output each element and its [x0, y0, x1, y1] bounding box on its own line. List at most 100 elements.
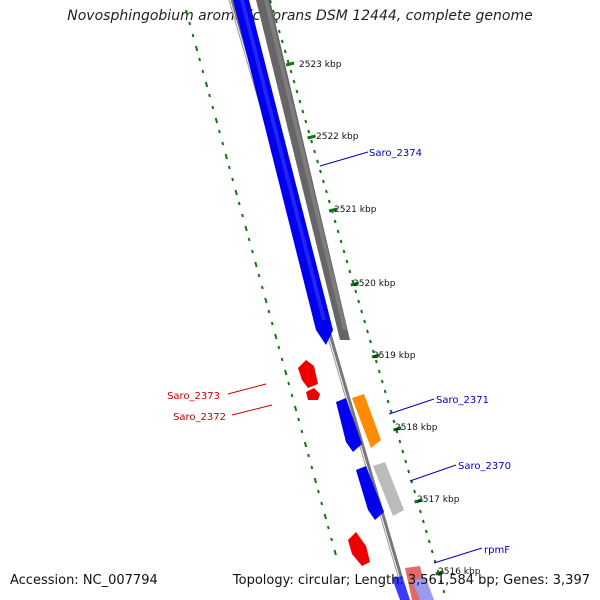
- gc-dot: [307, 453, 310, 458]
- gc-dot: [188, 21, 192, 26]
- gene-label-saro-2370[interactable]: Saro_2370: [458, 461, 511, 472]
- scale-dot: [374, 359, 378, 364]
- scale-dot: [280, 39, 284, 44]
- feature-saro-2371-orange[interactable]: [352, 394, 381, 448]
- scale-dot: [439, 579, 443, 584]
- scale-dot: [357, 299, 361, 304]
- gc-dot: [267, 309, 271, 314]
- tick-label-2521: 2521 kbp: [334, 205, 377, 215]
- gc-dot: [317, 489, 320, 494]
- gc-dot: [313, 477, 318, 484]
- gc-dot: [300, 429, 304, 434]
- scale-major-tick: [371, 353, 381, 359]
- gc-dot: [251, 249, 254, 254]
- feature-saro-2370-light[interactable]: [373, 462, 404, 516]
- tick-label-2519: 2519 kbp: [373, 351, 416, 361]
- accession-text: Accession: NC_007794: [10, 573, 158, 588]
- gc-dot: [330, 537, 334, 542]
- scale-dot: [377, 369, 381, 374]
- gc-dot: [241, 213, 244, 218]
- scale-dot: [307, 129, 311, 134]
- gc-dot: [224, 153, 228, 160]
- gc-dot: [277, 345, 281, 350]
- scale-dot: [316, 159, 319, 164]
- gc-dot: [244, 225, 248, 232]
- scale-dot: [274, 19, 278, 24]
- feature-saro-2371-forward[interactable]: [336, 398, 362, 452]
- feature-reverse-cds-long[interactable]: [256, 0, 350, 340]
- scale-dot: [333, 219, 337, 224]
- scale-dot: [360, 309, 364, 314]
- scale-dot: [404, 459, 408, 464]
- gc-dot: [208, 93, 211, 98]
- gene-label-leaders: [227, 151, 483, 564]
- feature-saro-2372[interactable]: [306, 388, 320, 400]
- scale-dot: [363, 319, 367, 324]
- scale-dot: [351, 279, 355, 284]
- scale-dot: [324, 189, 328, 194]
- gene-label-saro-2374[interactable]: Saro_2374: [369, 148, 422, 159]
- scale-dot: [430, 549, 434, 554]
- feature-lower-red-gene[interactable]: [348, 532, 370, 566]
- scale-dot: [389, 409, 393, 414]
- gc-dot: [211, 105, 215, 110]
- gc-dot: [274, 333, 278, 340]
- scale-tick-labels: 2523 kbp 2522 kbp 2521 kbp 2520 kbp 2519…: [299, 60, 481, 577]
- scale-dot: [392, 419, 396, 424]
- gc-dot: [234, 189, 238, 196]
- scale-dot: [301, 109, 305, 114]
- map-title: Novosphingobium aromaticivorans DSM 1244…: [67, 8, 533, 24]
- tick-label-2517: 2517 kbp: [417, 495, 460, 505]
- gene-labels: Saro_2374 Saro_2373 Saro_2372 Saro_2371 …: [167, 148, 511, 556]
- scale-dot: [269, 0, 272, 4]
- gc-dot: [254, 261, 258, 268]
- gc-dot: [333, 549, 337, 556]
- tick-label-2522: 2522 kbp: [316, 132, 359, 142]
- gc-dot: [326, 525, 330, 530]
- gc-content-track: [185, 9, 337, 556]
- scale-dot: [424, 529, 428, 534]
- feature-saro-2373[interactable]: [298, 360, 318, 388]
- gc-dot: [287, 381, 291, 386]
- scale-dot: [401, 449, 405, 454]
- scale-dot: [289, 69, 293, 74]
- scale-dot: [442, 589, 446, 594]
- scale-track: [269, 0, 446, 594]
- gene-label-saro-2373[interactable]: Saro_2373: [167, 391, 220, 402]
- scale-dot: [398, 439, 402, 444]
- gc-dot: [303, 441, 308, 448]
- scale-dot: [413, 489, 417, 494]
- gene-label-saro-2372[interactable]: Saro_2372: [173, 412, 226, 423]
- gc-dot: [237, 201, 241, 206]
- scale-dot: [327, 199, 331, 204]
- feature-saro-2374-forward[interactable]: [233, 0, 333, 345]
- scale-dot: [342, 249, 346, 254]
- gc-dot: [290, 393, 294, 398]
- gene-label-saro-2371[interactable]: Saro_2371: [436, 395, 489, 406]
- gc-dot: [227, 165, 231, 170]
- scale-major-tick: [350, 281, 360, 287]
- gc-dot: [293, 405, 298, 412]
- tick-label-2518: 2518 kbp: [395, 423, 438, 433]
- scale-dot: [295, 89, 299, 94]
- gc-dot: [323, 513, 327, 520]
- gene-label-rpmf[interactable]: rpmF: [484, 545, 510, 556]
- gc-dot: [310, 465, 314, 470]
- scale-dot: [277, 29, 281, 34]
- tick-label-2516: 2516 kbp: [438, 567, 481, 577]
- gc-dot: [257, 273, 261, 278]
- scale-dot: [345, 259, 349, 264]
- tick-label-2523: 2523 kbp: [299, 60, 342, 70]
- gc-dot: [198, 57, 202, 62]
- scale-dot: [298, 99, 302, 104]
- scale-dot: [383, 389, 387, 394]
- scale-major-tick: [414, 498, 423, 504]
- gc-dot: [231, 177, 235, 182]
- gc-dot: [260, 285, 264, 290]
- gc-dot: [204, 81, 209, 88]
- feature-saro-2370-forward[interactable]: [356, 466, 384, 520]
- scale-dot: [339, 239, 343, 244]
- gc-dot: [297, 417, 301, 422]
- feature-rpmf[interactable]: [392, 566, 434, 600]
